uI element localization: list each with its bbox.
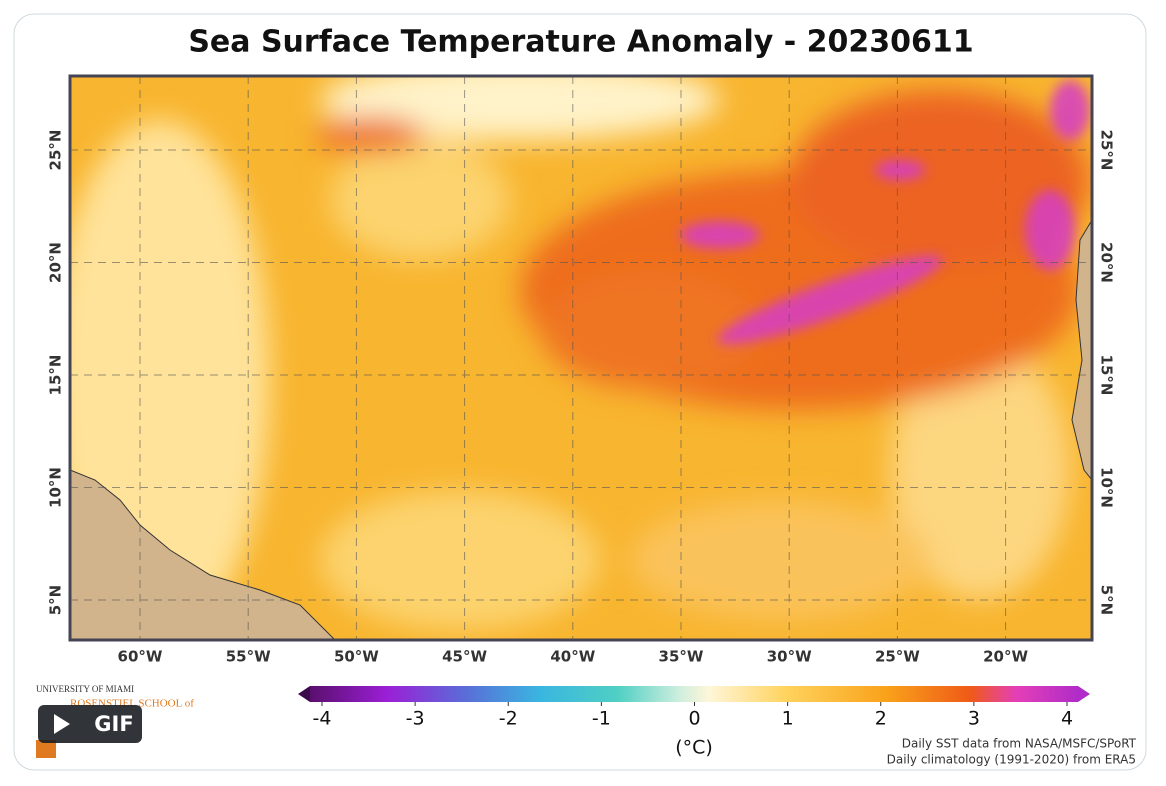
colorbar-unit: (°C)	[675, 737, 713, 759]
colorbar-tick-label: 0	[688, 708, 700, 730]
lat-label: 15°N	[47, 355, 65, 396]
colorbar-tick-label: -3	[406, 708, 425, 730]
colorbar-tick-label: -2	[499, 708, 518, 730]
lat-label: 25°N	[1098, 130, 1116, 171]
lat-label: 5°N	[47, 585, 65, 616]
gif-label[interactable]: GIF	[94, 712, 133, 736]
colorbar-tick-label: 1	[782, 708, 794, 730]
map-frame	[68, 74, 1094, 642]
play-icon[interactable]	[54, 714, 70, 734]
logo-text: UNIVERSITY OF MIAMI	[36, 684, 134, 694]
lat-label: 10°N	[47, 467, 65, 508]
lat-label: 15°N	[1098, 355, 1116, 396]
lat-label: 5°N	[1098, 585, 1116, 616]
sst-field	[70, 76, 1092, 640]
credit-line: Daily climatology (1991-2020) from ERA5	[887, 753, 1136, 767]
colorbar-tick-label: -1	[592, 708, 611, 730]
colorbar	[310, 686, 1078, 702]
graticule	[70, 76, 1092, 640]
lon-label: 45°W	[442, 648, 487, 666]
lon-label: 35°W	[659, 648, 704, 666]
lon-label: 20°W	[983, 648, 1028, 666]
colorbar-tick-label: 4	[1061, 708, 1073, 730]
lon-label: 25°W	[875, 648, 920, 666]
lat-label: 25°N	[47, 130, 65, 171]
gif-button[interactable]: GIF	[38, 705, 142, 743]
lat-label: 20°N	[1098, 242, 1116, 283]
colorbar-tick-label: 2	[875, 708, 887, 730]
lon-label: 60°W	[118, 648, 163, 666]
colorbar-tick-label: 3	[968, 708, 980, 730]
lon-label: 50°W	[334, 648, 379, 666]
lat-label: 20°N	[47, 242, 65, 283]
logo-mark	[36, 740, 56, 758]
colorbar-tick-label: -4	[313, 708, 332, 730]
lat-label: 10°N	[1098, 467, 1116, 508]
colorbar-high-arrow	[1078, 686, 1090, 702]
colorbar-low-arrow	[298, 686, 310, 702]
lon-label: 30°W	[767, 648, 812, 666]
map-title: Sea Surface Temperature Anomaly - 202306…	[188, 25, 973, 60]
credit-line: Daily SST data from NASA/MSFC/SPoRT	[902, 737, 1137, 751]
lon-label: 40°W	[550, 648, 595, 666]
land-south-america	[70, 469, 336, 640]
gif-button-bg[interactable]	[38, 705, 142, 743]
lon-label: 55°W	[226, 648, 271, 666]
